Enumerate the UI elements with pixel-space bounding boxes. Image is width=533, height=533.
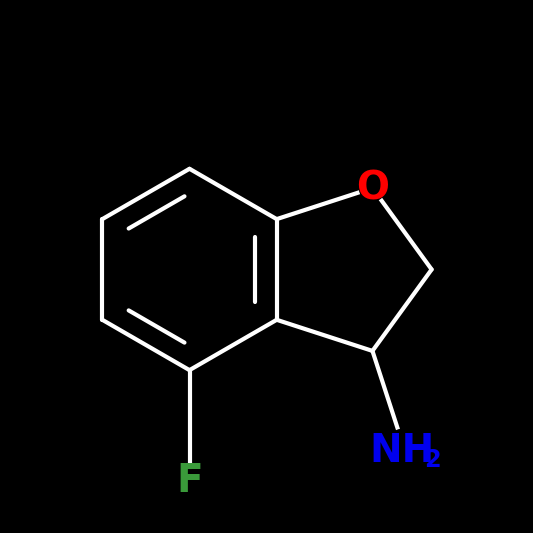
Circle shape [359, 175, 385, 201]
Text: NH: NH [369, 432, 435, 471]
Text: O: O [356, 169, 389, 207]
Text: F: F [176, 462, 203, 500]
Circle shape [177, 469, 201, 492]
Text: 2: 2 [424, 448, 441, 472]
Circle shape [383, 429, 427, 474]
